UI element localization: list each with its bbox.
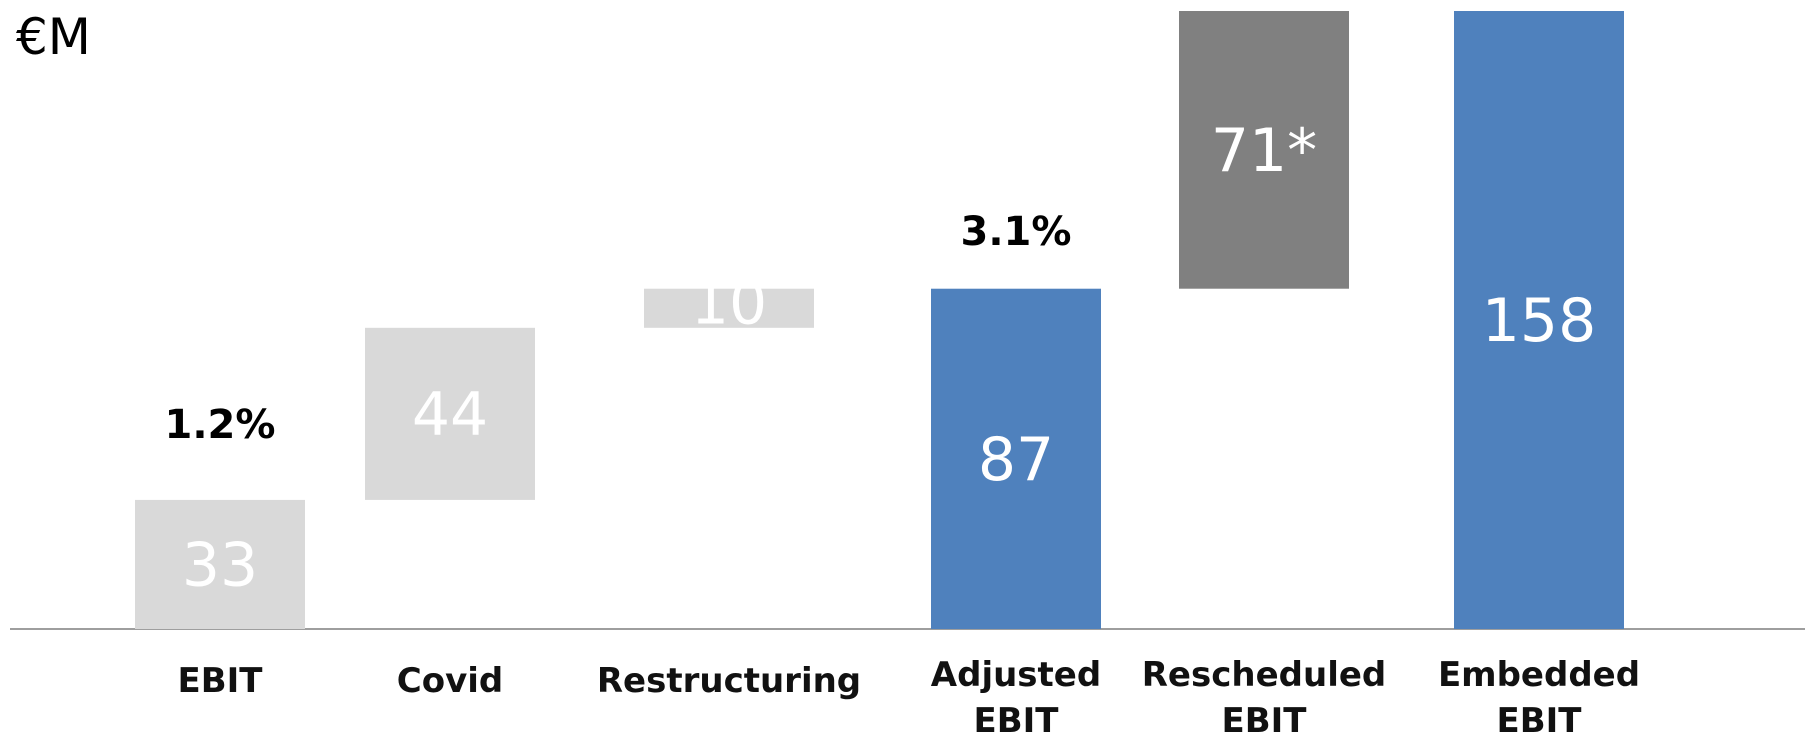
- value-label: 71*: [1211, 116, 1317, 186]
- category-label-ebit: EBIT: [178, 661, 264, 701]
- category-label-line: Restructuring: [597, 661, 861, 701]
- category-label-rescheduled-ebit: Rescheduled EBIT: [1142, 655, 1387, 741]
- category-label-restructuring: Restructuring: [597, 661, 861, 701]
- category-label-line: EBIT: [178, 661, 264, 701]
- bar-ebit: [135, 499, 305, 629]
- category-label-line: Rescheduled: [1142, 655, 1387, 695]
- category-label-covid: Covid: [397, 661, 503, 701]
- category-label-line: EBIT: [974, 701, 1060, 741]
- value-label: 10: [691, 268, 767, 338]
- bar-embedded-ebit: [1454, 11, 1624, 629]
- value-label: 44: [412, 380, 488, 450]
- category-label-line: EBIT: [1222, 701, 1308, 741]
- bar-covid: [365, 327, 535, 500]
- value-label: 33: [182, 530, 258, 600]
- bar-rescheduled-ebit: [1179, 11, 1349, 289]
- margin-percentage-label: 3.1%: [961, 209, 1072, 255]
- unit-label: €M: [16, 8, 91, 66]
- category-label-line: Embedded: [1438, 655, 1640, 695]
- value-label: 158: [1482, 286, 1597, 356]
- bar-restructuring: [644, 288, 814, 328]
- margin-percentage-label: 1.2%: [165, 402, 276, 448]
- category-label-embedded-ebit: Embedded EBIT: [1438, 655, 1640, 741]
- category-label-line: EBIT: [1497, 701, 1583, 741]
- category-label-line: Covid: [397, 661, 503, 701]
- value-label: 87: [978, 425, 1054, 495]
- bar-adjusted-ebit: [931, 288, 1101, 629]
- category-label-adjusted-ebit: Adjusted EBIT: [931, 655, 1101, 741]
- category-label-line: Adjusted: [931, 655, 1101, 695]
